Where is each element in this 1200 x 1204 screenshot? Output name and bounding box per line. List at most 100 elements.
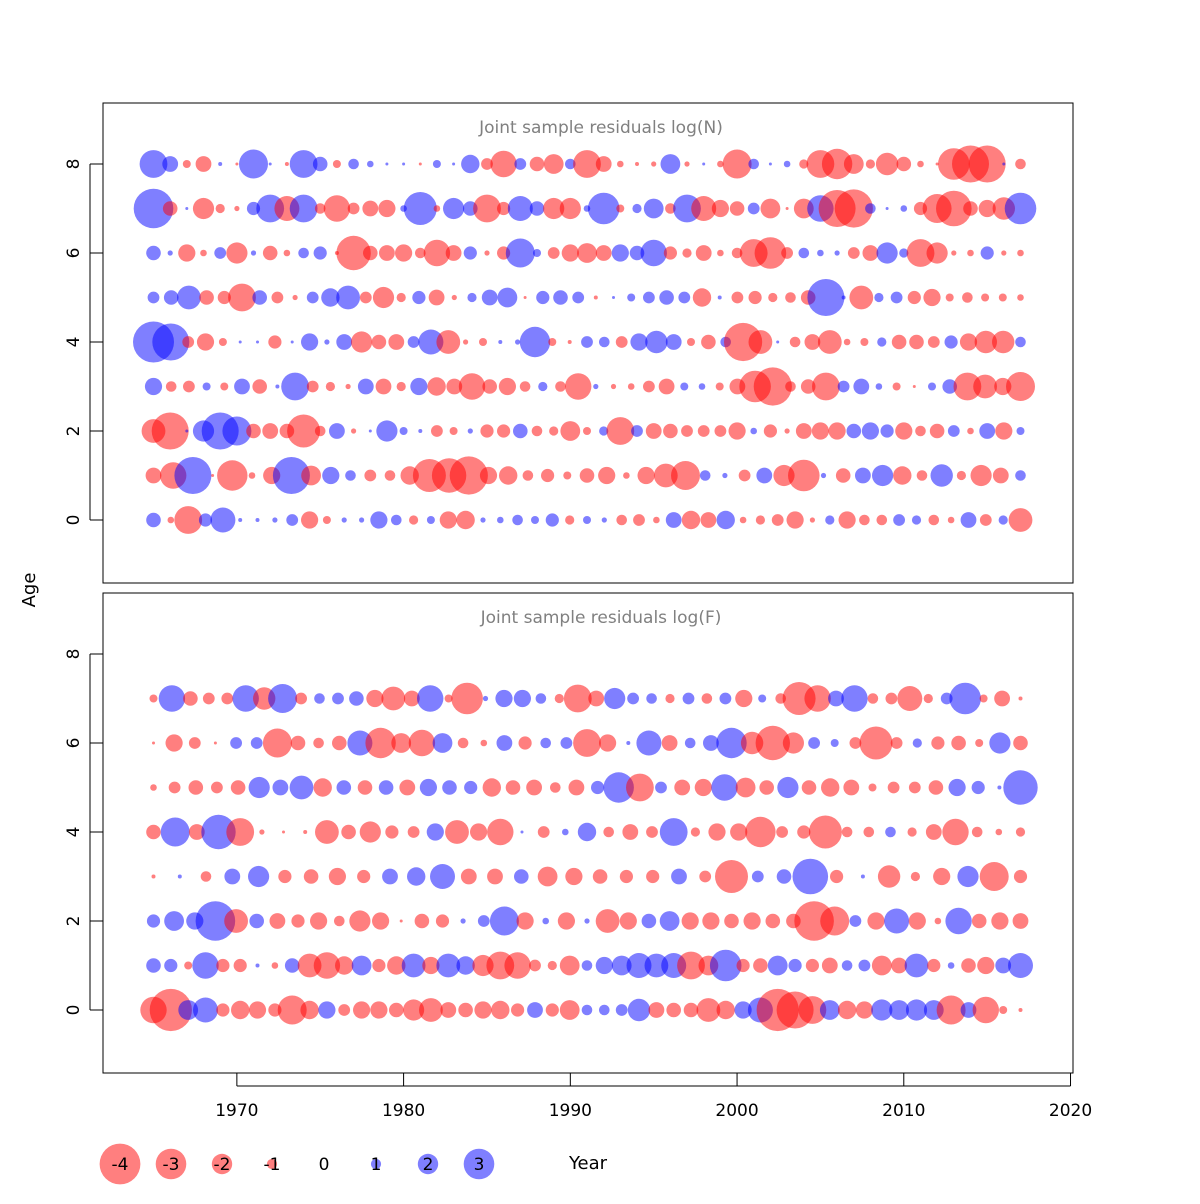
bubble-positive	[289, 150, 318, 178]
bubble-negative	[407, 826, 420, 838]
bubble-negative	[947, 516, 955, 524]
bubble-negative	[896, 156, 912, 172]
bubble-positive	[601, 517, 607, 523]
bubble-negative	[151, 412, 189, 450]
bubble-positive	[520, 830, 524, 834]
bubble-negative	[1015, 827, 1026, 837]
bubble-negative	[992, 330, 1015, 354]
y-tick-label: 6	[64, 248, 84, 259]
bubble-negative	[731, 247, 743, 259]
bubble-positive	[542, 917, 549, 925]
bubble-negative	[248, 1001, 267, 1019]
bubble-negative	[375, 378, 392, 395]
x-axis-label: Year	[568, 1153, 608, 1174]
bubble-positive	[341, 517, 347, 523]
bubble-negative	[1018, 1008, 1023, 1012]
bubble-negative	[907, 827, 917, 837]
bubble-negative	[497, 201, 511, 216]
bubble-negative	[959, 333, 978, 351]
bubble-positive	[849, 915, 862, 927]
bubble-negative	[971, 826, 983, 838]
bubble-negative	[956, 470, 967, 481]
plot-frame	[102, 592, 1074, 1074]
y-axis: 0 2 4 6 8	[64, 159, 103, 526]
bubble-negative	[892, 382, 901, 391]
bubble-negative	[623, 472, 630, 479]
bubble-negative	[283, 249, 291, 257]
bubble-positive	[893, 514, 905, 526]
bubble-positive	[515, 339, 521, 345]
bubble-negative	[182, 160, 191, 168]
bubble-negative	[364, 469, 377, 482]
bubble-negative	[615, 336, 628, 348]
bubble-negative	[785, 292, 796, 303]
bubble-negative	[487, 868, 503, 885]
bubble-negative	[301, 465, 321, 486]
bubble-negative	[314, 203, 326, 214]
bubble-positive	[418, 329, 444, 355]
bubble-negative	[907, 290, 921, 305]
bubble-positive	[164, 958, 178, 973]
bubble-negative	[1001, 250, 1007, 256]
bubble-positive	[336, 334, 353, 350]
y-tick-label: 0	[64, 515, 84, 526]
bubble-negative	[998, 293, 1007, 302]
bubble-negative	[561, 244, 579, 262]
bubble-negative	[935, 162, 939, 166]
bubble-positive	[587, 192, 620, 225]
bubble-negative	[643, 380, 655, 393]
bubble-negative	[184, 961, 193, 970]
bubble-negative	[875, 152, 899, 176]
bubble-negative	[403, 690, 420, 707]
bubble-negative	[384, 470, 396, 481]
bubble-positive	[498, 340, 503, 344]
bubble-negative	[728, 422, 746, 440]
bubble-negative	[942, 818, 969, 846]
bubble-negative	[908, 912, 926, 930]
y-tick-label: 8	[64, 159, 84, 170]
bubble-negative	[287, 414, 321, 448]
bubble-positive	[497, 516, 504, 524]
bubble-negative	[897, 686, 923, 711]
bubble-negative	[490, 150, 517, 178]
bubble-positive	[659, 290, 674, 305]
bubble-negative	[711, 199, 730, 218]
bubble-positive	[419, 778, 437, 797]
legend-label: -3	[163, 1155, 180, 1175]
bubble-positive	[201, 814, 236, 850]
bubble-negative	[776, 826, 788, 838]
bubble-positive	[432, 733, 453, 753]
bubble-negative	[152, 741, 155, 745]
bubble-negative	[915, 425, 926, 437]
bubble-positive	[519, 326, 551, 358]
bubble-positive	[904, 953, 929, 978]
bubble-negative	[341, 824, 356, 840]
bubble-positive	[514, 869, 529, 884]
bubble-negative	[735, 777, 756, 798]
bubble-negative	[451, 294, 457, 301]
bubble-negative	[200, 871, 212, 882]
bubble-positive	[928, 382, 936, 391]
bubble-positive	[481, 289, 498, 306]
bubble-negative	[785, 207, 789, 210]
legend-label: -1	[264, 1155, 281, 1175]
bubble-positive	[911, 515, 922, 525]
bubble-positive	[995, 957, 1012, 974]
bubble-negative	[323, 195, 351, 222]
bubble-negative	[473, 194, 501, 223]
bubble-positive	[830, 739, 839, 747]
bubble-positive	[536, 290, 550, 305]
bubble-negative	[463, 339, 469, 345]
bubble-negative	[378, 199, 396, 218]
legend-label: 3	[474, 1155, 485, 1175]
bubble-positive	[456, 956, 475, 975]
bubble-negative	[696, 998, 721, 1022]
bubble-positive	[513, 423, 528, 439]
bubble-positive	[640, 239, 667, 267]
bubble-negative	[554, 693, 564, 704]
bubble-negative	[610, 383, 617, 390]
bubble-negative	[565, 515, 575, 525]
bubble-negative	[526, 779, 542, 796]
bubble-positive	[368, 429, 372, 433]
bubble-negative	[234, 205, 240, 212]
